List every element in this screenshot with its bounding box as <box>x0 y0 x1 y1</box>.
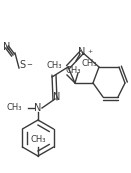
Text: N: N <box>34 103 42 113</box>
Text: +: + <box>87 49 92 54</box>
Text: CH₃: CH₃ <box>7 103 22 112</box>
Text: S: S <box>19 60 25 70</box>
Text: CH₃: CH₃ <box>65 66 81 75</box>
Text: N: N <box>3 42 11 52</box>
Text: −: − <box>26 62 32 68</box>
Text: CH₃: CH₃ <box>47 61 62 70</box>
Text: N: N <box>78 47 86 57</box>
Text: CH₃: CH₃ <box>30 135 46 144</box>
Text: N: N <box>53 92 61 102</box>
Text: CH₃: CH₃ <box>81 59 97 68</box>
